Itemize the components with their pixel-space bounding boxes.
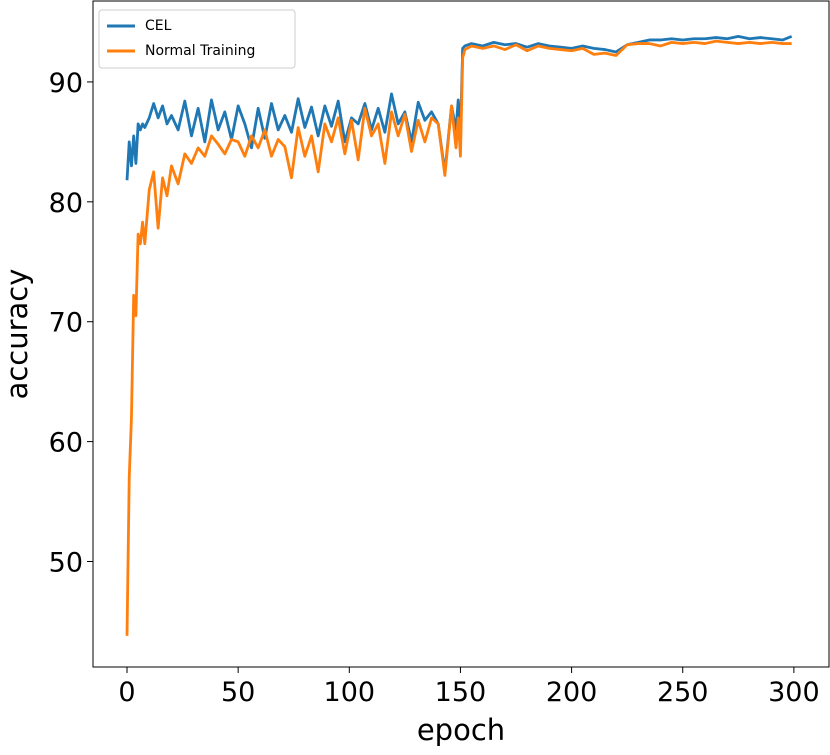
x-tick-label: 300: [768, 677, 820, 708]
y-tick-label: 50: [49, 547, 83, 578]
legend-box: [98, 9, 296, 69]
legend-label: Normal Training: [145, 43, 255, 59]
line-series: [125, 39, 792, 636]
legend-label: CEL: [145, 18, 172, 34]
x-axis-label: epoch: [417, 713, 505, 747]
y-tick-label: 90: [49, 68, 83, 99]
x-tick-label: 150: [435, 677, 487, 708]
y-tick-label: 60: [49, 428, 83, 459]
x-tick-label: 250: [657, 677, 709, 708]
x-tick-label: 200: [546, 677, 598, 708]
y-tick-label: 70: [49, 308, 83, 339]
x-tick-label: 100: [324, 677, 376, 708]
y-axis-label: accuracy: [0, 269, 34, 400]
y-tick-label: 80: [49, 188, 83, 219]
x-tick-label: 50: [221, 677, 255, 708]
plot-frame: [92, 0, 830, 668]
x-tick-label: 0: [118, 677, 135, 708]
